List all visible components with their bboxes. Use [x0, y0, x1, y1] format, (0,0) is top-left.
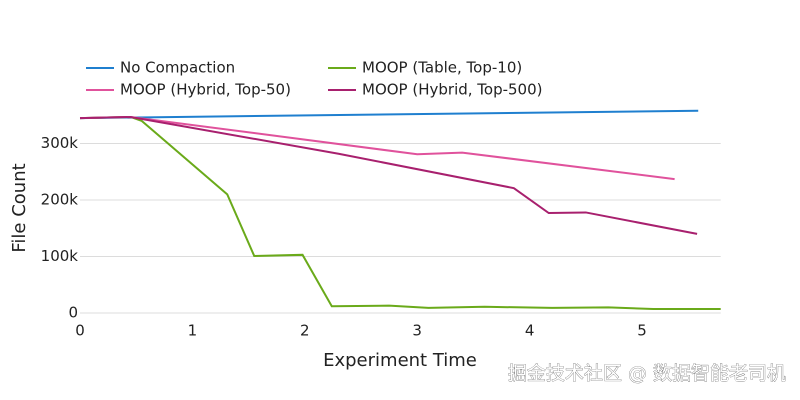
legend-label: MOOP (Table, Top-10): [362, 59, 522, 77]
y-tick-label: 200k: [41, 191, 79, 209]
x-tick-label: 3: [412, 322, 422, 340]
y-tick-label: 100k: [41, 247, 79, 265]
y-axis-label: File Count: [9, 163, 30, 252]
y-tick-label: 300k: [41, 134, 79, 152]
series-line: [79, 109, 699, 120]
x-axis-label: Experiment Time: [323, 350, 477, 371]
legend-label: MOOP (Hybrid, Top-500): [362, 81, 543, 99]
y-tick-label: 0: [68, 304, 78, 322]
legend-label: MOOP (Hybrid, Top-50): [120, 81, 291, 99]
series-line: [79, 115, 675, 181]
series-line: [79, 115, 721, 311]
watermark: 掘金技术社区 @ 数据智能老司机: [508, 363, 786, 385]
x-tick-label: 4: [525, 322, 535, 340]
x-tick-label: 5: [637, 322, 647, 340]
legend-label: No Compaction: [120, 59, 235, 77]
x-tick-label: 0: [75, 322, 85, 340]
x-tick-label: 1: [188, 322, 198, 340]
series-line: [79, 115, 698, 235]
x-tick-label: 2: [300, 322, 310, 340]
